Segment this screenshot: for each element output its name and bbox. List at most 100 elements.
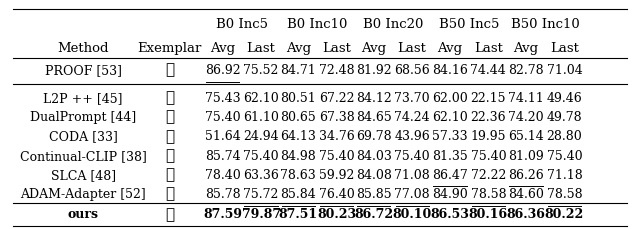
Text: Avg: Avg bbox=[437, 42, 463, 55]
Text: 74.20: 74.20 bbox=[508, 111, 544, 124]
Text: 24.94: 24.94 bbox=[243, 130, 279, 143]
Text: 85.85: 85.85 bbox=[356, 188, 392, 201]
Text: 80.10: 80.10 bbox=[392, 208, 432, 221]
Text: 51.64: 51.64 bbox=[205, 130, 241, 143]
Text: Avg: Avg bbox=[513, 42, 539, 55]
Text: B0 Inc10: B0 Inc10 bbox=[287, 18, 348, 30]
Text: 63.36: 63.36 bbox=[243, 169, 279, 182]
Text: 84.03: 84.03 bbox=[356, 150, 392, 163]
Text: 59.92: 59.92 bbox=[319, 169, 355, 182]
Text: 68.56: 68.56 bbox=[394, 64, 430, 77]
Text: Continual-CLIP [38]: Continual-CLIP [38] bbox=[20, 150, 147, 163]
Text: 81.92: 81.92 bbox=[356, 64, 392, 77]
Text: 79.87: 79.87 bbox=[241, 208, 281, 221]
Text: ✓: ✓ bbox=[165, 63, 174, 78]
Text: 62.00: 62.00 bbox=[432, 92, 468, 105]
Text: 65.14: 65.14 bbox=[508, 130, 544, 143]
Text: ✗: ✗ bbox=[165, 149, 174, 163]
Text: 84.60: 84.60 bbox=[508, 188, 544, 201]
Text: 71.04: 71.04 bbox=[547, 64, 582, 77]
Text: 75.40: 75.40 bbox=[470, 150, 506, 163]
Text: Exemplar: Exemplar bbox=[138, 42, 202, 55]
Text: 86.36: 86.36 bbox=[507, 208, 545, 221]
Text: 73.70: 73.70 bbox=[394, 92, 430, 105]
Text: 78.63: 78.63 bbox=[280, 169, 316, 182]
Text: Avg: Avg bbox=[361, 42, 387, 55]
Text: 75.40: 75.40 bbox=[547, 150, 582, 163]
Text: 80.16: 80.16 bbox=[468, 208, 508, 221]
Text: 77.08: 77.08 bbox=[394, 188, 430, 201]
Text: Last: Last bbox=[246, 42, 276, 55]
Text: 86.53: 86.53 bbox=[431, 208, 469, 221]
Text: Last: Last bbox=[322, 42, 351, 55]
Text: 67.38: 67.38 bbox=[319, 111, 355, 124]
Text: 34.76: 34.76 bbox=[319, 130, 355, 143]
Text: 28.80: 28.80 bbox=[547, 130, 582, 143]
Text: 22.15: 22.15 bbox=[470, 92, 506, 105]
Text: 75.72: 75.72 bbox=[243, 188, 279, 201]
Text: 84.90: 84.90 bbox=[432, 188, 468, 201]
Text: 71.08: 71.08 bbox=[394, 169, 430, 182]
Text: 49.46: 49.46 bbox=[547, 92, 582, 105]
Text: 74.44: 74.44 bbox=[470, 64, 506, 77]
Text: 84.16: 84.16 bbox=[432, 64, 468, 77]
Text: ADAM-Adapter [52]: ADAM-Adapter [52] bbox=[20, 188, 146, 201]
Text: 67.22: 67.22 bbox=[319, 92, 355, 105]
Text: Last: Last bbox=[397, 42, 427, 55]
Text: 78.40: 78.40 bbox=[205, 169, 241, 182]
Text: 85.84: 85.84 bbox=[280, 188, 316, 201]
Text: 75.52: 75.52 bbox=[243, 64, 279, 77]
Text: 81.35: 81.35 bbox=[432, 150, 468, 163]
Text: DualPrompt [44]: DualPrompt [44] bbox=[30, 111, 136, 124]
Text: B0 Inc20: B0 Inc20 bbox=[363, 18, 423, 30]
Text: 75.40: 75.40 bbox=[319, 150, 355, 163]
Text: L2P ++ [45]: L2P ++ [45] bbox=[44, 92, 123, 105]
Text: SLCA [48]: SLCA [48] bbox=[51, 169, 116, 182]
Text: 75.43: 75.43 bbox=[205, 92, 241, 105]
Text: 57.33: 57.33 bbox=[432, 130, 468, 143]
Text: 62.10: 62.10 bbox=[243, 92, 279, 105]
Text: Last: Last bbox=[550, 42, 579, 55]
Text: 80.22: 80.22 bbox=[545, 208, 584, 221]
Text: 78.58: 78.58 bbox=[547, 188, 582, 201]
Text: 84.08: 84.08 bbox=[356, 169, 392, 182]
Text: 43.96: 43.96 bbox=[394, 130, 430, 143]
Text: 84.65: 84.65 bbox=[356, 111, 392, 124]
Text: 86.72: 86.72 bbox=[354, 208, 394, 221]
Text: ✗: ✗ bbox=[165, 208, 174, 222]
Text: 75.40: 75.40 bbox=[205, 111, 241, 124]
Text: 86.92: 86.92 bbox=[205, 64, 241, 77]
Text: 78.58: 78.58 bbox=[470, 188, 506, 201]
Text: 61.10: 61.10 bbox=[243, 111, 279, 124]
Text: ✗: ✗ bbox=[165, 130, 174, 144]
Text: 81.09: 81.09 bbox=[508, 150, 544, 163]
Text: Method: Method bbox=[58, 42, 109, 55]
Text: 84.12: 84.12 bbox=[356, 92, 392, 105]
Text: 64.13: 64.13 bbox=[280, 130, 316, 143]
Text: 84.71: 84.71 bbox=[280, 64, 316, 77]
Text: 76.40: 76.40 bbox=[319, 188, 355, 201]
Text: PROOF [53]: PROOF [53] bbox=[45, 64, 122, 77]
Text: ✗: ✗ bbox=[165, 91, 174, 106]
Text: Avg: Avg bbox=[285, 42, 311, 55]
Text: ✗: ✗ bbox=[165, 168, 174, 183]
Text: 75.40: 75.40 bbox=[394, 150, 430, 163]
Text: 85.78: 85.78 bbox=[205, 188, 241, 201]
Text: 74.11: 74.11 bbox=[508, 92, 544, 105]
Text: 22.36: 22.36 bbox=[470, 111, 506, 124]
Text: Avg: Avg bbox=[210, 42, 236, 55]
Text: B0 Inc5: B0 Inc5 bbox=[216, 18, 268, 30]
Text: 71.18: 71.18 bbox=[547, 169, 582, 182]
Text: 72.22: 72.22 bbox=[470, 169, 506, 182]
Text: 80.51: 80.51 bbox=[280, 92, 316, 105]
Text: 74.24: 74.24 bbox=[394, 111, 430, 124]
Text: 87.51: 87.51 bbox=[278, 208, 318, 221]
Text: 49.78: 49.78 bbox=[547, 111, 582, 124]
Text: 82.78: 82.78 bbox=[508, 64, 544, 77]
Text: CODA [33]: CODA [33] bbox=[49, 130, 118, 143]
Text: Last: Last bbox=[474, 42, 503, 55]
Text: ours: ours bbox=[68, 208, 99, 221]
Text: B50 Inc10: B50 Inc10 bbox=[511, 18, 580, 30]
Text: B50 Inc5: B50 Inc5 bbox=[439, 18, 499, 30]
Text: 86.26: 86.26 bbox=[508, 169, 544, 182]
